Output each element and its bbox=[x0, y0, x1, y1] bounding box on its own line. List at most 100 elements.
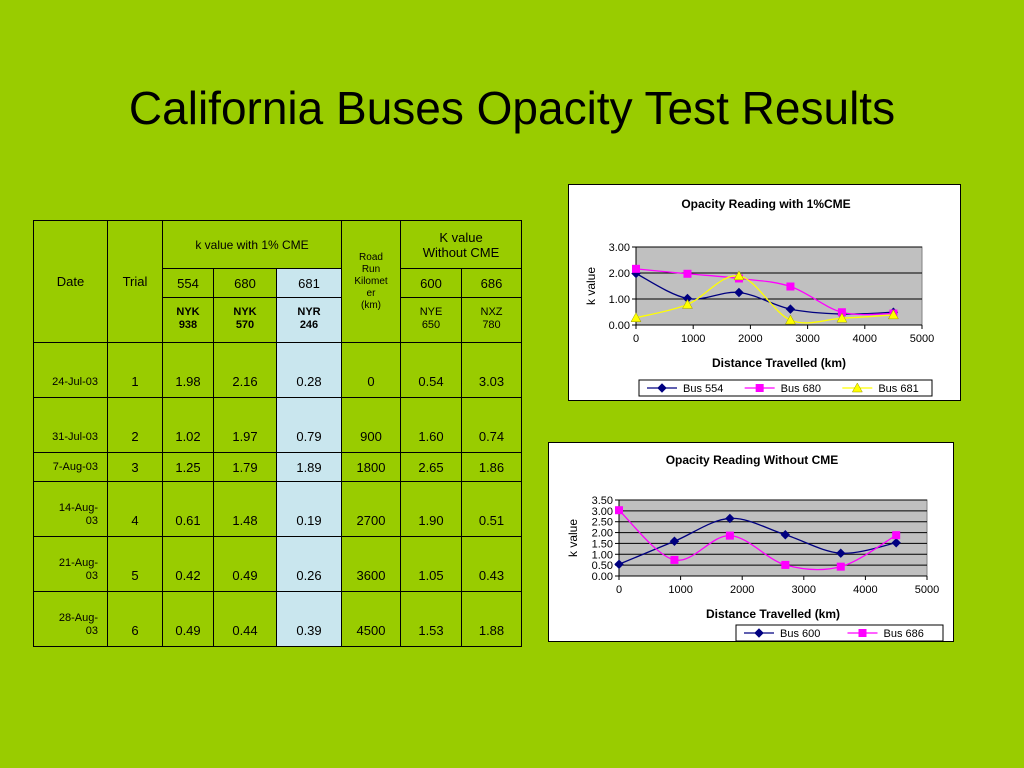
v600-cell: 0.54 bbox=[400, 342, 462, 398]
v680-cell: 1.97 bbox=[213, 397, 277, 453]
x-tick-label: 3000 bbox=[792, 584, 816, 596]
km-cell: 2700 bbox=[341, 481, 401, 537]
series-bus-600 bbox=[614, 513, 901, 569]
plate-line: 780 bbox=[482, 319, 501, 331]
date-cell: 21-Aug- 03 bbox=[33, 536, 108, 592]
data-point bbox=[891, 538, 901, 548]
data-point bbox=[632, 264, 640, 273]
date-line: 03 bbox=[85, 625, 98, 637]
date-header: Date bbox=[33, 220, 108, 343]
plate-line: 570 bbox=[235, 319, 255, 331]
data-point bbox=[785, 304, 796, 314]
bus-id-header: 680 bbox=[213, 268, 277, 298]
y-tick-label: 1.00 bbox=[609, 294, 630, 306]
y-tick-label: 1.50 bbox=[592, 538, 613, 550]
bus-id-header: 600 bbox=[400, 268, 462, 298]
data-point bbox=[858, 629, 867, 637]
without-cme-header-line: K value bbox=[439, 229, 483, 245]
y-tick-label: 2.50 bbox=[592, 517, 613, 529]
y-tick-label: 2.00 bbox=[592, 528, 613, 540]
date-line: 03 bbox=[85, 570, 98, 582]
v680-cell: 1.48 bbox=[213, 481, 277, 537]
v680-cell: 2.16 bbox=[213, 342, 277, 398]
plate-line: NYK bbox=[176, 306, 200, 318]
v554-cell: 0.49 bbox=[162, 591, 214, 647]
v554-cell: 1.25 bbox=[162, 452, 214, 482]
v686-cell: 3.03 bbox=[461, 342, 522, 398]
data-point bbox=[887, 309, 899, 320]
legend-label: Bus 686 bbox=[884, 628, 924, 640]
plate-line: 938 bbox=[178, 319, 198, 331]
results-table: Date Trial k value with 1% CME Road Run Ki… bbox=[33, 220, 522, 647]
km-cell: 900 bbox=[341, 397, 401, 453]
trial-cell: 4 bbox=[107, 481, 163, 537]
bus-id-header: 554 bbox=[162, 268, 214, 298]
x-tick-label: 5000 bbox=[910, 333, 934, 345]
x-tick-label: 0 bbox=[616, 584, 622, 596]
data-point bbox=[734, 287, 744, 298]
date-cell: 28-Aug- 03 bbox=[33, 591, 108, 647]
bus-id-header: 681 bbox=[276, 268, 342, 298]
v686-cell: 0.74 bbox=[461, 397, 522, 453]
table-row: 24-Jul-03 1 1.98 2.16 0.28 0 0.54 3.03 bbox=[33, 342, 522, 398]
legend-label: Bus 681 bbox=[878, 383, 918, 395]
data-point bbox=[754, 628, 764, 638]
v680-cell: 0.49 bbox=[213, 536, 277, 592]
v681-cell: 0.79 bbox=[276, 397, 342, 453]
data-point bbox=[755, 384, 764, 392]
x-axis-label: Distance Travelled (km) bbox=[706, 607, 840, 621]
km-cell: 1800 bbox=[341, 452, 401, 482]
v686-cell: 1.88 bbox=[461, 591, 522, 647]
data-point bbox=[669, 536, 680, 546]
data-point bbox=[683, 269, 692, 278]
chart-without-cme-svg: Opacity Reading Without CME0.000.501.001… bbox=[566, 453, 944, 641]
v554-cell: 0.42 bbox=[162, 536, 214, 592]
legend-label: Bus 600 bbox=[780, 628, 820, 640]
x-tick-label: 2000 bbox=[730, 584, 754, 596]
x-tick-label: 2000 bbox=[738, 333, 762, 345]
data-point bbox=[786, 282, 795, 291]
data-point bbox=[725, 513, 735, 524]
chart-without-cme: Opacity Reading Without CME 0.00 0.50 1.00 1… bbox=[548, 442, 954, 642]
v554-cell: 1.02 bbox=[162, 397, 214, 453]
y-tick-label: 3.00 bbox=[592, 506, 613, 518]
v681-cell: 0.19 bbox=[276, 481, 342, 537]
series-line bbox=[635, 268, 894, 316]
x-tick-label: 4000 bbox=[853, 333, 877, 345]
data-point bbox=[615, 506, 623, 515]
plate-line: NYE bbox=[419, 306, 443, 318]
data-point bbox=[733, 270, 745, 281]
road-run-header: Road Run Kilomet er (km) bbox=[341, 220, 401, 343]
date-cell: 7-Aug-03 bbox=[33, 452, 108, 482]
y-tick-label: 1.00 bbox=[592, 549, 613, 561]
date-line: 31-Jul-03 bbox=[52, 431, 98, 443]
plate-header: NXZ 780 bbox=[461, 297, 522, 343]
bus-id-header: 686 bbox=[461, 268, 522, 298]
data-point bbox=[851, 382, 863, 393]
date-line: 14-Aug- bbox=[58, 502, 98, 514]
x-tick-label: 4000 bbox=[853, 584, 877, 596]
series-line bbox=[618, 509, 897, 571]
y-tick-label: 0.00 bbox=[592, 571, 613, 583]
y-tick-label: 3.50 bbox=[592, 495, 613, 507]
data-point bbox=[836, 548, 846, 558]
data-point bbox=[781, 560, 790, 569]
data-point bbox=[785, 314, 796, 325]
data-point bbox=[630, 312, 642, 322]
data-point bbox=[836, 562, 845, 571]
table-row: 28-Aug- 03 6 0.49 0.44 0.39 4500 1.53 1.88 bbox=[33, 591, 522, 647]
date-line: 24-Jul-03 bbox=[52, 376, 98, 388]
v600-cell: 2.65 bbox=[400, 452, 462, 482]
trial-cell: 6 bbox=[107, 591, 163, 647]
chart-with-cme-svg: Opacity Reading with 1%CME 0.00 1.00 2.00 3.… bbox=[584, 197, 934, 397]
x-tick-label: 1000 bbox=[681, 333, 705, 345]
date-line: 28-Aug- bbox=[58, 612, 98, 624]
table-row: 7-Aug-03 3 1.25 1.79 1.89 1800 2.65 1.86 bbox=[33, 452, 522, 482]
road-run-header-line: Kilomet bbox=[354, 275, 388, 287]
plate-header: NYE 650 bbox=[400, 297, 462, 343]
plot-area bbox=[618, 499, 928, 577]
data-point bbox=[657, 383, 667, 393]
data-point bbox=[614, 559, 624, 569]
y-axis-label: k value bbox=[566, 519, 580, 557]
v554-cell: 1.98 bbox=[162, 342, 214, 398]
